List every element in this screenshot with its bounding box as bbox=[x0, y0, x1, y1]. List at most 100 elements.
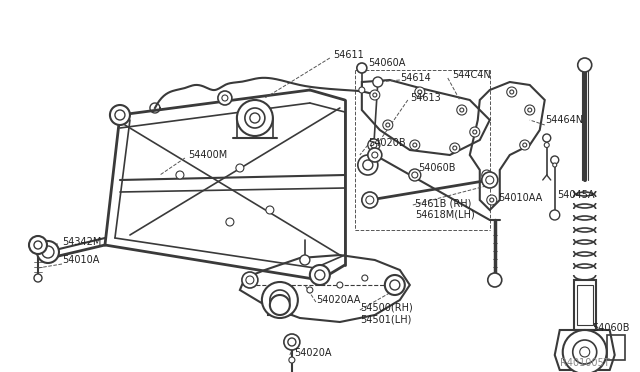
Circle shape bbox=[484, 173, 489, 177]
Circle shape bbox=[362, 192, 378, 208]
Circle shape bbox=[115, 110, 125, 120]
Text: 54614: 54614 bbox=[400, 73, 431, 83]
Text: 54613: 54613 bbox=[410, 93, 440, 103]
Circle shape bbox=[385, 275, 405, 295]
Circle shape bbox=[550, 210, 560, 220]
Circle shape bbox=[528, 108, 532, 112]
Circle shape bbox=[412, 172, 418, 178]
Text: 54501(LH): 54501(LH) bbox=[360, 315, 412, 325]
Circle shape bbox=[525, 105, 535, 115]
Circle shape bbox=[337, 282, 343, 288]
Circle shape bbox=[473, 130, 477, 134]
Circle shape bbox=[457, 105, 467, 115]
Circle shape bbox=[366, 196, 374, 204]
Circle shape bbox=[270, 290, 290, 310]
Text: 54400M: 54400M bbox=[188, 150, 227, 160]
Circle shape bbox=[578, 58, 592, 72]
Circle shape bbox=[409, 169, 421, 181]
Circle shape bbox=[418, 90, 422, 94]
Text: 54010A: 54010A bbox=[62, 255, 99, 265]
Circle shape bbox=[262, 282, 298, 318]
Circle shape bbox=[315, 270, 325, 280]
Circle shape bbox=[236, 164, 244, 172]
Circle shape bbox=[246, 276, 254, 284]
Circle shape bbox=[415, 87, 425, 97]
Text: 54611: 54611 bbox=[333, 50, 364, 60]
Circle shape bbox=[452, 146, 457, 150]
Circle shape bbox=[523, 143, 527, 147]
Circle shape bbox=[362, 275, 368, 281]
Text: 54500(RH): 54500(RH) bbox=[360, 303, 413, 313]
Circle shape bbox=[250, 113, 260, 123]
Text: 544C4N: 544C4N bbox=[452, 70, 490, 80]
Circle shape bbox=[553, 163, 557, 167]
Circle shape bbox=[245, 108, 265, 128]
Circle shape bbox=[34, 274, 42, 282]
Circle shape bbox=[487, 195, 497, 205]
Circle shape bbox=[373, 77, 383, 87]
Circle shape bbox=[226, 218, 234, 226]
Circle shape bbox=[372, 152, 378, 158]
Text: 54060B: 54060B bbox=[592, 323, 629, 333]
Circle shape bbox=[218, 91, 232, 105]
Circle shape bbox=[573, 340, 596, 364]
Circle shape bbox=[359, 87, 365, 93]
Circle shape bbox=[482, 170, 492, 180]
Circle shape bbox=[544, 142, 549, 148]
Circle shape bbox=[237, 100, 273, 136]
Text: 54060A: 54060A bbox=[368, 58, 405, 68]
Circle shape bbox=[270, 295, 290, 315]
Circle shape bbox=[363, 160, 373, 170]
Circle shape bbox=[450, 143, 460, 153]
Circle shape bbox=[490, 198, 494, 202]
Circle shape bbox=[34, 241, 42, 249]
Circle shape bbox=[37, 241, 59, 263]
Circle shape bbox=[310, 265, 330, 285]
Text: 54020A: 54020A bbox=[294, 348, 332, 358]
Text: 54020AA: 54020AA bbox=[316, 295, 360, 305]
Circle shape bbox=[42, 246, 54, 258]
Circle shape bbox=[373, 93, 377, 97]
Text: 54464N: 54464N bbox=[545, 115, 583, 125]
Circle shape bbox=[370, 90, 380, 100]
Bar bbox=[573, 280, 596, 330]
Circle shape bbox=[284, 334, 300, 350]
Circle shape bbox=[358, 155, 378, 175]
Bar bbox=[577, 285, 593, 325]
Circle shape bbox=[386, 123, 390, 127]
Circle shape bbox=[580, 347, 589, 357]
Circle shape bbox=[222, 95, 228, 101]
Circle shape bbox=[368, 148, 382, 162]
Circle shape bbox=[482, 172, 498, 188]
Circle shape bbox=[551, 156, 559, 164]
Circle shape bbox=[543, 134, 551, 142]
Circle shape bbox=[368, 139, 380, 151]
Circle shape bbox=[410, 140, 420, 150]
Circle shape bbox=[300, 255, 310, 265]
Text: 54060B: 54060B bbox=[418, 163, 455, 173]
Circle shape bbox=[563, 330, 607, 372]
Circle shape bbox=[486, 176, 494, 184]
Text: 54618M(LH): 54618M(LH) bbox=[415, 209, 474, 219]
Circle shape bbox=[176, 171, 184, 179]
Text: 54010AA: 54010AA bbox=[498, 193, 542, 203]
Circle shape bbox=[507, 87, 516, 97]
Circle shape bbox=[371, 142, 377, 148]
Circle shape bbox=[510, 90, 514, 94]
Circle shape bbox=[520, 140, 530, 150]
Text: 54045A: 54045A bbox=[557, 190, 594, 200]
Text: R401005T: R401005T bbox=[560, 358, 609, 368]
Circle shape bbox=[242, 272, 258, 288]
Text: 5461B (RH): 5461B (RH) bbox=[415, 198, 471, 208]
Circle shape bbox=[488, 273, 502, 287]
Circle shape bbox=[460, 108, 464, 112]
Circle shape bbox=[110, 105, 130, 125]
Circle shape bbox=[413, 143, 417, 147]
Circle shape bbox=[288, 338, 296, 346]
Circle shape bbox=[390, 280, 400, 290]
Circle shape bbox=[29, 236, 47, 254]
Circle shape bbox=[383, 120, 393, 130]
Circle shape bbox=[307, 287, 313, 293]
Bar bbox=[268, 295, 292, 315]
Text: 54020B: 54020B bbox=[368, 138, 406, 148]
